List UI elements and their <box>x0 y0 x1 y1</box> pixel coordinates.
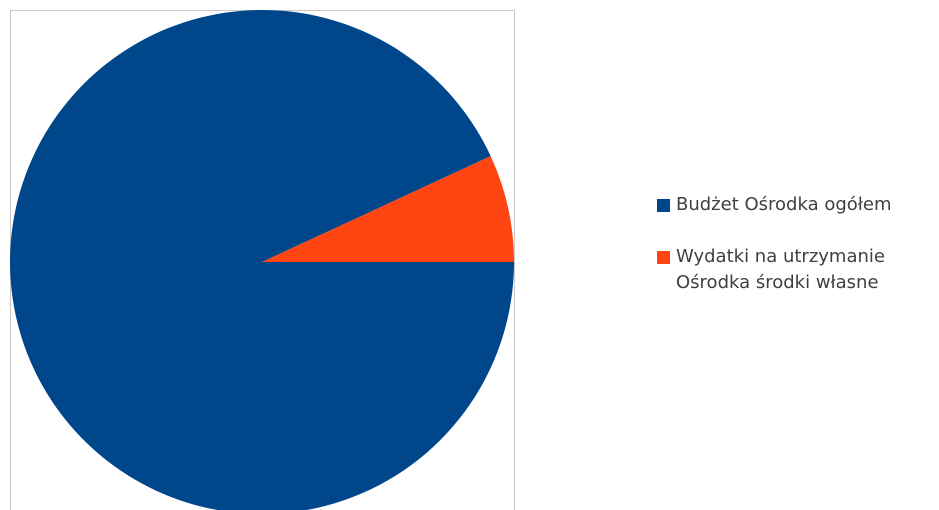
legend-label-expenses: Wydatki na utrzymanie Ośrodka środki wła… <box>676 246 885 293</box>
legend-item-expenses: Wydatki na utrzymanie Ośrodka środki wła… <box>657 244 939 296</box>
legend-label-budget: Budżet Ośrodka ogółem <box>676 194 892 215</box>
legend-swatch-budget <box>657 199 670 212</box>
legend-swatch-expenses <box>657 251 670 264</box>
pie-slice-budget <box>10 10 514 510</box>
pie-slice-expenses <box>262 156 514 262</box>
legend: Budżet Ośrodka ogółem Wydatki na utrzyma… <box>657 192 939 322</box>
legend-item-budget: Budżet Ośrodka ogółem <box>657 192 939 218</box>
